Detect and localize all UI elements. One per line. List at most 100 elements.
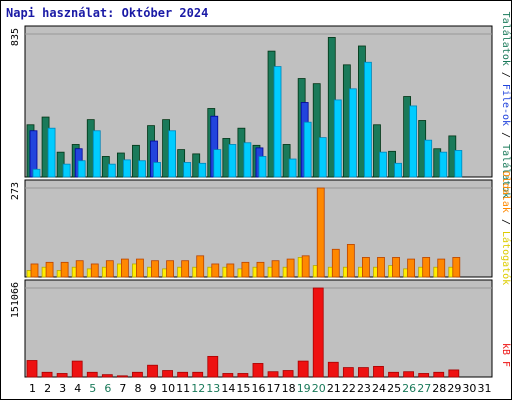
chart-title: Napi használat: Október 2024 <box>6 6 209 20</box>
x-tick-label-day-8: 8 <box>134 382 141 395</box>
bar-pages-day-11 <box>181 260 190 278</box>
x-tick-label-day-2: 2 <box>44 382 51 395</box>
bar-hits-day-14 <box>228 144 237 178</box>
x-tick-label-day-23: 23 <box>357 382 371 395</box>
bar-hits-day-26 <box>409 105 418 178</box>
legend-middle-part-2: Látogatók <box>500 231 512 285</box>
bar-kbytes-day-10 <box>162 370 173 378</box>
bar-kbytes-day-23 <box>358 367 369 378</box>
x-tick-label-day-12: 12 <box>191 382 205 395</box>
bar-hits-day-11 <box>183 162 192 178</box>
bar-hits-day-23 <box>364 61 372 178</box>
bar-pages-day-15 <box>241 261 250 278</box>
panel-bottom: 151066 <box>10 279 493 378</box>
x-tick-label-day-4: 4 <box>74 382 81 395</box>
bar-hits-day-24 <box>379 151 387 178</box>
bar-visits-day-20 <box>312 83 321 178</box>
bar-pages-day-9 <box>151 260 159 278</box>
bar-pages-day-20 <box>316 187 325 278</box>
bar-pages-day-3 <box>60 261 69 278</box>
bar-pages-day-16 <box>256 261 265 278</box>
legend-top-part-0: Találatok <box>500 12 512 66</box>
bar-hits-day-10 <box>168 130 176 178</box>
bar-pages-day-10 <box>166 260 174 278</box>
bar-pages-day-5 <box>90 263 99 278</box>
legend-top-part-1: / <box>500 66 511 84</box>
bar-hits-day-22 <box>348 88 357 178</box>
x-tick-label-day-18: 18 <box>282 382 296 395</box>
bar-hits-day-9 <box>153 162 161 178</box>
bar-kbytes-day-28 <box>433 371 445 378</box>
x-tick-label-day-9: 9 <box>150 382 157 395</box>
x-tick-label-day-6: 6 <box>104 382 111 395</box>
x-tick-label-day-16: 16 <box>252 382 266 395</box>
legend-bottom: kB F <box>500 343 511 367</box>
bar-pages-day-1 <box>30 263 39 278</box>
x-tick-label-day-15: 15 <box>236 382 250 395</box>
x-tick-label-day-27: 27 <box>417 382 431 395</box>
bar-kbytes-day-7 <box>116 375 128 378</box>
bar-pages-day-24 <box>377 257 385 278</box>
bar-kbytes-day-26 <box>403 371 415 378</box>
panel-middle: 273 <box>10 179 493 278</box>
bar-pages-day-29 <box>452 257 461 278</box>
y-max-label: 273 <box>10 182 21 200</box>
bar-kbytes-day-20 <box>312 287 324 378</box>
bar-kbytes-day-21 <box>327 361 339 378</box>
x-tick-label-day-29: 29 <box>447 382 461 395</box>
legend-bottom-part-0: kB F <box>500 343 511 367</box>
bar-pages-day-25 <box>392 257 400 278</box>
bar-pages-day-17 <box>271 260 280 278</box>
legend-middle: Oldalak / Látogatók <box>500 171 512 285</box>
x-tick-label-day-28: 28 <box>432 382 446 395</box>
x-tick-label-day-5: 5 <box>89 382 96 395</box>
bar-hits-day-13 <box>213 149 222 178</box>
bar-kbytes-day-4 <box>71 360 83 378</box>
bar-kbytes-day-17 <box>267 371 279 378</box>
bar-pages-day-27 <box>422 257 431 278</box>
bar-kbytes-day-24 <box>373 365 384 378</box>
bar-pages-day-23 <box>362 257 370 278</box>
legend-top: Találatok / File-ok / Találatok <box>500 12 512 199</box>
bar-kbytes-day-29 <box>448 369 460 378</box>
bar-hits-day-6 <box>107 163 116 178</box>
bar-pages-day-4 <box>75 260 84 278</box>
bar-pages-day-26 <box>407 258 416 278</box>
x-tick-label-day-13: 13 <box>206 382 220 395</box>
bar-kbytes-day-15 <box>237 373 249 378</box>
bar-kbytes-day-13 <box>207 355 219 378</box>
y-max-label: 151066 <box>10 282 21 318</box>
bar-kbytes-day-11 <box>177 371 189 378</box>
x-tick-label-day-19: 19 <box>297 382 311 395</box>
bar-pages-day-2 <box>45 261 54 278</box>
bar-pages-day-8 <box>136 258 144 278</box>
bar-hits-day-27 <box>424 139 433 178</box>
bar-pages-day-21 <box>331 248 340 278</box>
x-tick-label-day-20: 20 <box>312 382 326 395</box>
bar-hits-day-4 <box>77 160 86 178</box>
legend-top-part-3: / <box>500 126 511 144</box>
legend-top-part-4: Találatok <box>500 144 512 198</box>
bar-hits-day-29 <box>454 150 463 178</box>
panel-top: 835 <box>10 25 493 178</box>
bar-pages-day-6 <box>105 260 114 278</box>
bar-pages-day-13 <box>211 263 220 278</box>
x-tick-label-day-1: 1 <box>29 382 36 395</box>
bar-hits-day-2 <box>47 127 56 178</box>
bar-hits-day-5 <box>92 130 101 178</box>
x-tick-label-day-22: 22 <box>342 382 356 395</box>
x-tick-label-day-30: 30 <box>462 382 476 395</box>
bar-hits-day-7 <box>122 159 131 178</box>
bar-pages-day-22 <box>346 243 355 278</box>
bar-hits-day-19 <box>303 121 312 178</box>
bar-hits-day-3 <box>62 163 71 178</box>
x-tick-label-day-24: 24 <box>372 382 386 395</box>
y-max-label: 835 <box>10 28 21 46</box>
bar-hits-day-8 <box>138 160 146 178</box>
bar-pages-day-19 <box>301 255 310 278</box>
bar-hits-day-21 <box>333 99 342 178</box>
bar-kbytes-day-1 <box>26 360 38 378</box>
bar-kbytes-day-9 <box>147 364 158 378</box>
bar-hits-day-17 <box>273 66 282 178</box>
bar-kbytes-day-3 <box>56 373 68 378</box>
